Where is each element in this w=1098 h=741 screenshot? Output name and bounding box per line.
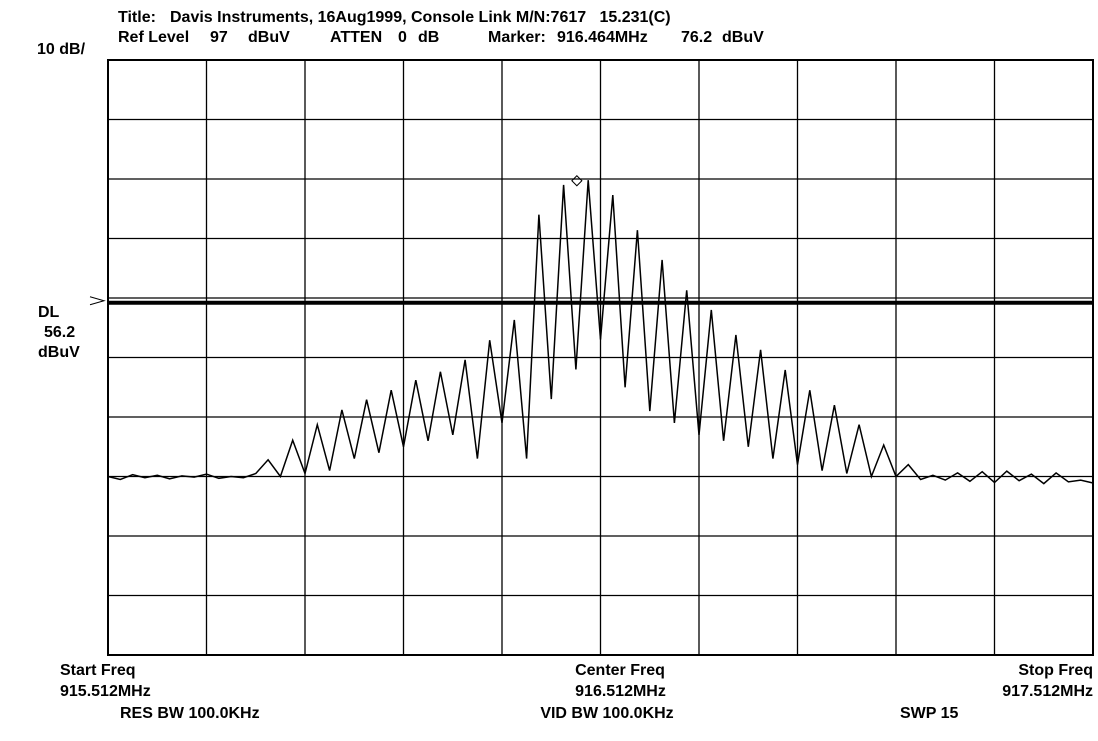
marker [571,175,583,187]
res-bw: RES BW 100.0KHz [120,705,260,722]
center-label: Center Freq [575,662,665,679]
ref-unit: dBuV [248,29,290,46]
ref-level-label: Ref Level [118,29,189,46]
freq-label: 916.512MHz [575,683,666,700]
atten-unit: dB [418,29,439,46]
atten: 0 [398,29,407,46]
marker-unit: dBuV [722,29,764,46]
stop-label: Stop Freq [1018,662,1093,679]
display-line-label: DL [38,304,60,321]
plot-border [107,59,1094,656]
freq-label: 917.512MHz [1002,683,1093,700]
trace [107,180,1094,485]
vid-bw: VID BW 100.0KHz [540,705,673,722]
display-line-pointer [89,296,106,306]
display-line-value: 56.2 [44,324,75,341]
title-prefix: Title: [118,9,156,26]
sweep: SWP 15 [900,705,959,722]
freq-label: 915.512MHz [60,683,151,700]
scale-label: 10 dB/ [37,41,86,58]
title: Davis Instruments, 16Aug1999, Console Li… [170,9,671,26]
marker-label: Marker: [488,29,546,46]
display-line-unit: dBuV [38,344,80,361]
ref-level: 97 [210,29,228,46]
atten-label: ATTEN [330,29,382,46]
marker-value: 76.2 [681,29,712,46]
start-label: Start Freq [60,662,136,679]
marker-freq: 916.464MHz [557,29,648,46]
